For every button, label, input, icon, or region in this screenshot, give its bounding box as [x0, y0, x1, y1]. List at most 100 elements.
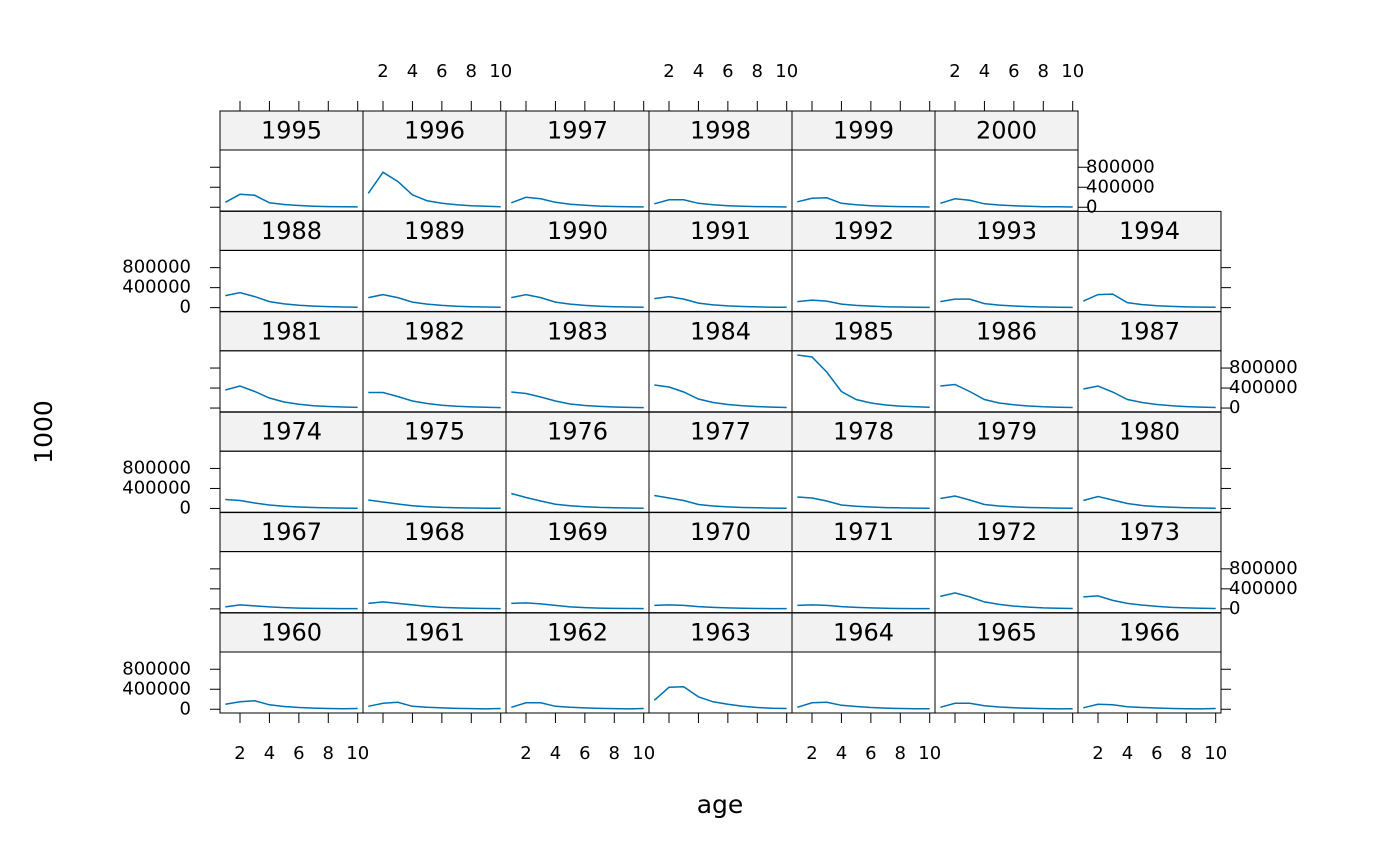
strip	[934, 612, 1079, 653]
data-line	[1082, 293, 1216, 309]
panel	[791, 450, 936, 513]
y-tick-label: 800000	[1229, 357, 1298, 378]
strip-label: 1977	[690, 418, 751, 446]
data-line	[1083, 703, 1216, 710]
panel	[362, 350, 507, 413]
strip-label: 1963	[690, 619, 751, 647]
strip-label: 1980	[1119, 418, 1180, 446]
x-tick-label: 10	[775, 61, 798, 82]
data-line	[368, 293, 501, 309]
strip	[505, 411, 650, 452]
y-tick-label: 400000	[1086, 176, 1155, 197]
x-tick-label: 4	[693, 61, 704, 82]
data-line	[654, 384, 787, 409]
x-tick-label: 2	[377, 61, 388, 82]
data-line	[797, 354, 930, 409]
data-line	[797, 197, 930, 208]
y-tick-label: 800000	[122, 257, 191, 278]
strip	[219, 612, 364, 653]
x-tick-label: 4	[836, 743, 847, 764]
panel	[505, 249, 650, 312]
data-line	[797, 496, 930, 509]
panel	[648, 651, 793, 714]
x-tick-label: 4	[550, 743, 561, 764]
y-tick-label: 800000	[122, 457, 191, 478]
strip	[791, 210, 936, 251]
x-tick-label: 8	[323, 743, 334, 764]
strip-label: 1989	[404, 217, 465, 245]
strip	[934, 311, 1079, 352]
data-line	[940, 592, 1073, 610]
panel	[1077, 651, 1222, 714]
data-line	[511, 602, 644, 610]
data-line	[940, 198, 1073, 208]
panel	[219, 450, 364, 513]
x-tick-label: 2	[806, 743, 817, 764]
strip-label: 1966	[1119, 619, 1180, 647]
panel	[648, 350, 793, 413]
strip	[219, 110, 364, 151]
panel	[362, 450, 507, 513]
panel	[219, 551, 364, 614]
strip-label: 1991	[690, 217, 751, 245]
data-line	[511, 391, 644, 409]
x-tick-label: 2	[520, 743, 531, 764]
panel	[1077, 350, 1222, 413]
strip-label: 1994	[1119, 217, 1180, 245]
x-tick-label: 10	[918, 743, 941, 764]
data-line	[224, 193, 358, 208]
x-tick-label: 2	[234, 743, 245, 764]
x-tick-label: 4	[264, 743, 275, 764]
x-tick-label: 10	[1204, 743, 1227, 764]
panel	[219, 149, 364, 212]
strip-label: 1986	[976, 317, 1037, 345]
panel	[505, 149, 650, 212]
y-tick-label: 400000	[122, 277, 191, 298]
strip-label: 1969	[547, 518, 608, 546]
data-line	[653, 686, 787, 710]
strip	[362, 512, 507, 553]
data-line	[940, 495, 1073, 509]
y-tick-label: 400000	[122, 477, 191, 498]
data-line	[225, 498, 358, 509]
y-tick-label: 0	[1229, 397, 1240, 418]
x-tick-label: 10	[632, 743, 655, 764]
strip-label: 2000	[976, 117, 1037, 145]
x-tick-label: 6	[865, 743, 876, 764]
panel	[505, 651, 650, 714]
data-line	[225, 291, 358, 309]
data-line	[511, 293, 644, 309]
strip-label: 1993	[976, 217, 1037, 245]
strip-label: 1961	[404, 619, 465, 647]
y-tick-label: 0	[1229, 598, 1240, 619]
y-tick-label: 400000	[1229, 377, 1298, 398]
strip-label: 1964	[833, 619, 894, 647]
strip	[362, 411, 507, 452]
data-line	[797, 604, 930, 610]
panel	[648, 551, 793, 614]
data-line	[797, 701, 930, 710]
y-tick-label: 0	[180, 297, 191, 318]
strip	[219, 311, 364, 352]
data-line	[367, 171, 501, 208]
strip-label: 1962	[547, 619, 608, 647]
x-tick-label: 8	[1181, 743, 1192, 764]
strip-label: 1979	[976, 418, 1037, 446]
strip	[934, 512, 1079, 553]
x-tick-label: 6	[722, 61, 733, 82]
data-line	[654, 199, 787, 208]
panel	[934, 149, 1079, 212]
strip	[791, 411, 936, 452]
y-tick-label: 400000	[1229, 578, 1298, 599]
strip	[505, 311, 650, 352]
data-line	[511, 492, 644, 509]
data-line	[368, 391, 501, 409]
data-line	[368, 601, 501, 610]
panel	[362, 249, 507, 312]
strip-label: 1995	[261, 117, 322, 145]
data-line	[1083, 595, 1216, 610]
y-tick-label: 800000	[1086, 156, 1155, 177]
data-line	[940, 298, 1073, 309]
panel	[934, 350, 1079, 413]
strip	[505, 612, 650, 653]
